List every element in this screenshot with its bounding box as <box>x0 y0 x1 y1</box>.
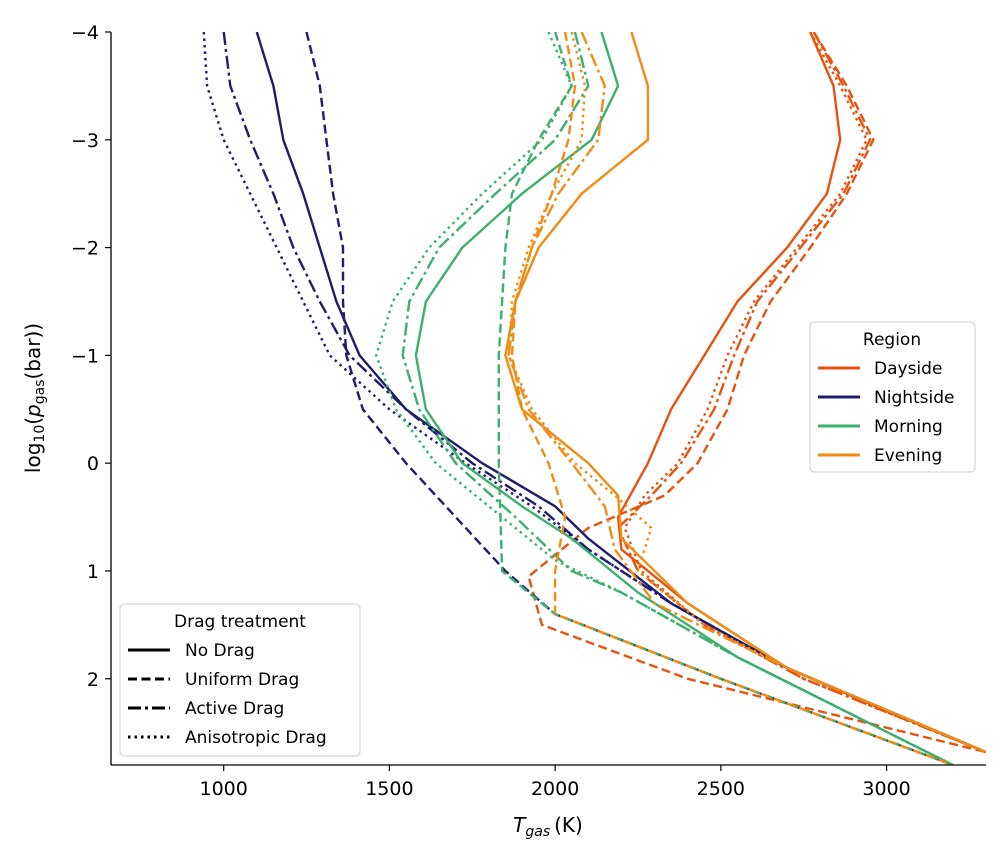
x-ticks: 1000 1500 2000 2500 3000 <box>200 765 911 800</box>
series-evening-no-drag <box>504 31 987 754</box>
legend-region-label-morning: Morning <box>874 417 943 437</box>
series-morning-uniform-drag <box>497 31 954 767</box>
y-axis-title: log10(pgas(bar)) <box>21 323 48 473</box>
legend-region-label-dayside: Dayside <box>874 359 942 379</box>
plot-mask-left <box>0 0 111 864</box>
series-dayside-active-drag <box>616 31 987 754</box>
x-tick-label: 1000 <box>200 778 248 800</box>
x-axis-title: Tgas (K) <box>513 813 583 840</box>
legend-drag-label-active-drag: Active Drag <box>185 699 284 719</box>
x-tick-label: 3000 <box>862 778 910 800</box>
series-evening-active-drag <box>507 31 987 754</box>
series-nightside-no-drag <box>255 31 987 754</box>
y-tick-label: 0 <box>87 453 99 475</box>
x-tick-label: 1500 <box>365 778 413 800</box>
series-evening-uniform-drag <box>510 31 954 767</box>
y-ticks: −4 −3 −2 −1 0 1 2 <box>71 22 111 691</box>
legend-drag-entries: No Drag Uniform Drag Active Drag Anisotropi… <box>128 641 327 748</box>
series-nightside-anisotropic-drag <box>202 31 987 754</box>
series-dayside-uniform-drag <box>527 31 987 754</box>
y-tick-label: −3 <box>71 130 99 152</box>
plot-mask-bottom <box>0 765 1008 864</box>
y-tick-label: −2 <box>71 238 99 260</box>
legend-drag: Drag treatment No Drag Uniform Drag Active… <box>119 603 361 757</box>
legend-drag-label-uniform-drag: Uniform Drag <box>185 670 299 690</box>
legend-region-label-evening: Evening <box>874 446 942 466</box>
series-layer <box>202 31 987 767</box>
x-tick-label: 2500 <box>697 778 745 800</box>
plot-mask-right <box>986 0 1008 864</box>
legend-region-frame <box>809 321 976 473</box>
series-morning-no-drag <box>414 31 954 767</box>
plot-mask-top <box>0 0 1008 32</box>
legend-drag-label-no-drag: No Drag <box>185 641 255 661</box>
y-tick-label: 1 <box>87 561 99 583</box>
y-tick-label: 2 <box>87 669 99 691</box>
legend-drag-title: Drag treatment <box>174 612 306 632</box>
legend-drag-label-anisotropic-drag: Anisotropic Drag <box>185 728 327 748</box>
legend-drag-frame <box>119 603 361 757</box>
series-evening-anisotropic-drag <box>507 31 987 754</box>
y-tick-label: −4 <box>71 22 99 44</box>
legend-region-label-nightside: Nightside <box>874 388 955 408</box>
y-tick-label: −1 <box>71 345 99 367</box>
legend-region-entries: Dayside Nightside Morning Evening <box>818 359 955 466</box>
legend-region-title: Region <box>863 330 921 350</box>
x-tick-label: 2000 <box>531 778 579 800</box>
series-nightside-active-drag <box>222 31 987 754</box>
legend-region: Region Dayside Nightside Morning Evening <box>809 321 976 473</box>
series-morning-active-drag <box>401 31 954 767</box>
